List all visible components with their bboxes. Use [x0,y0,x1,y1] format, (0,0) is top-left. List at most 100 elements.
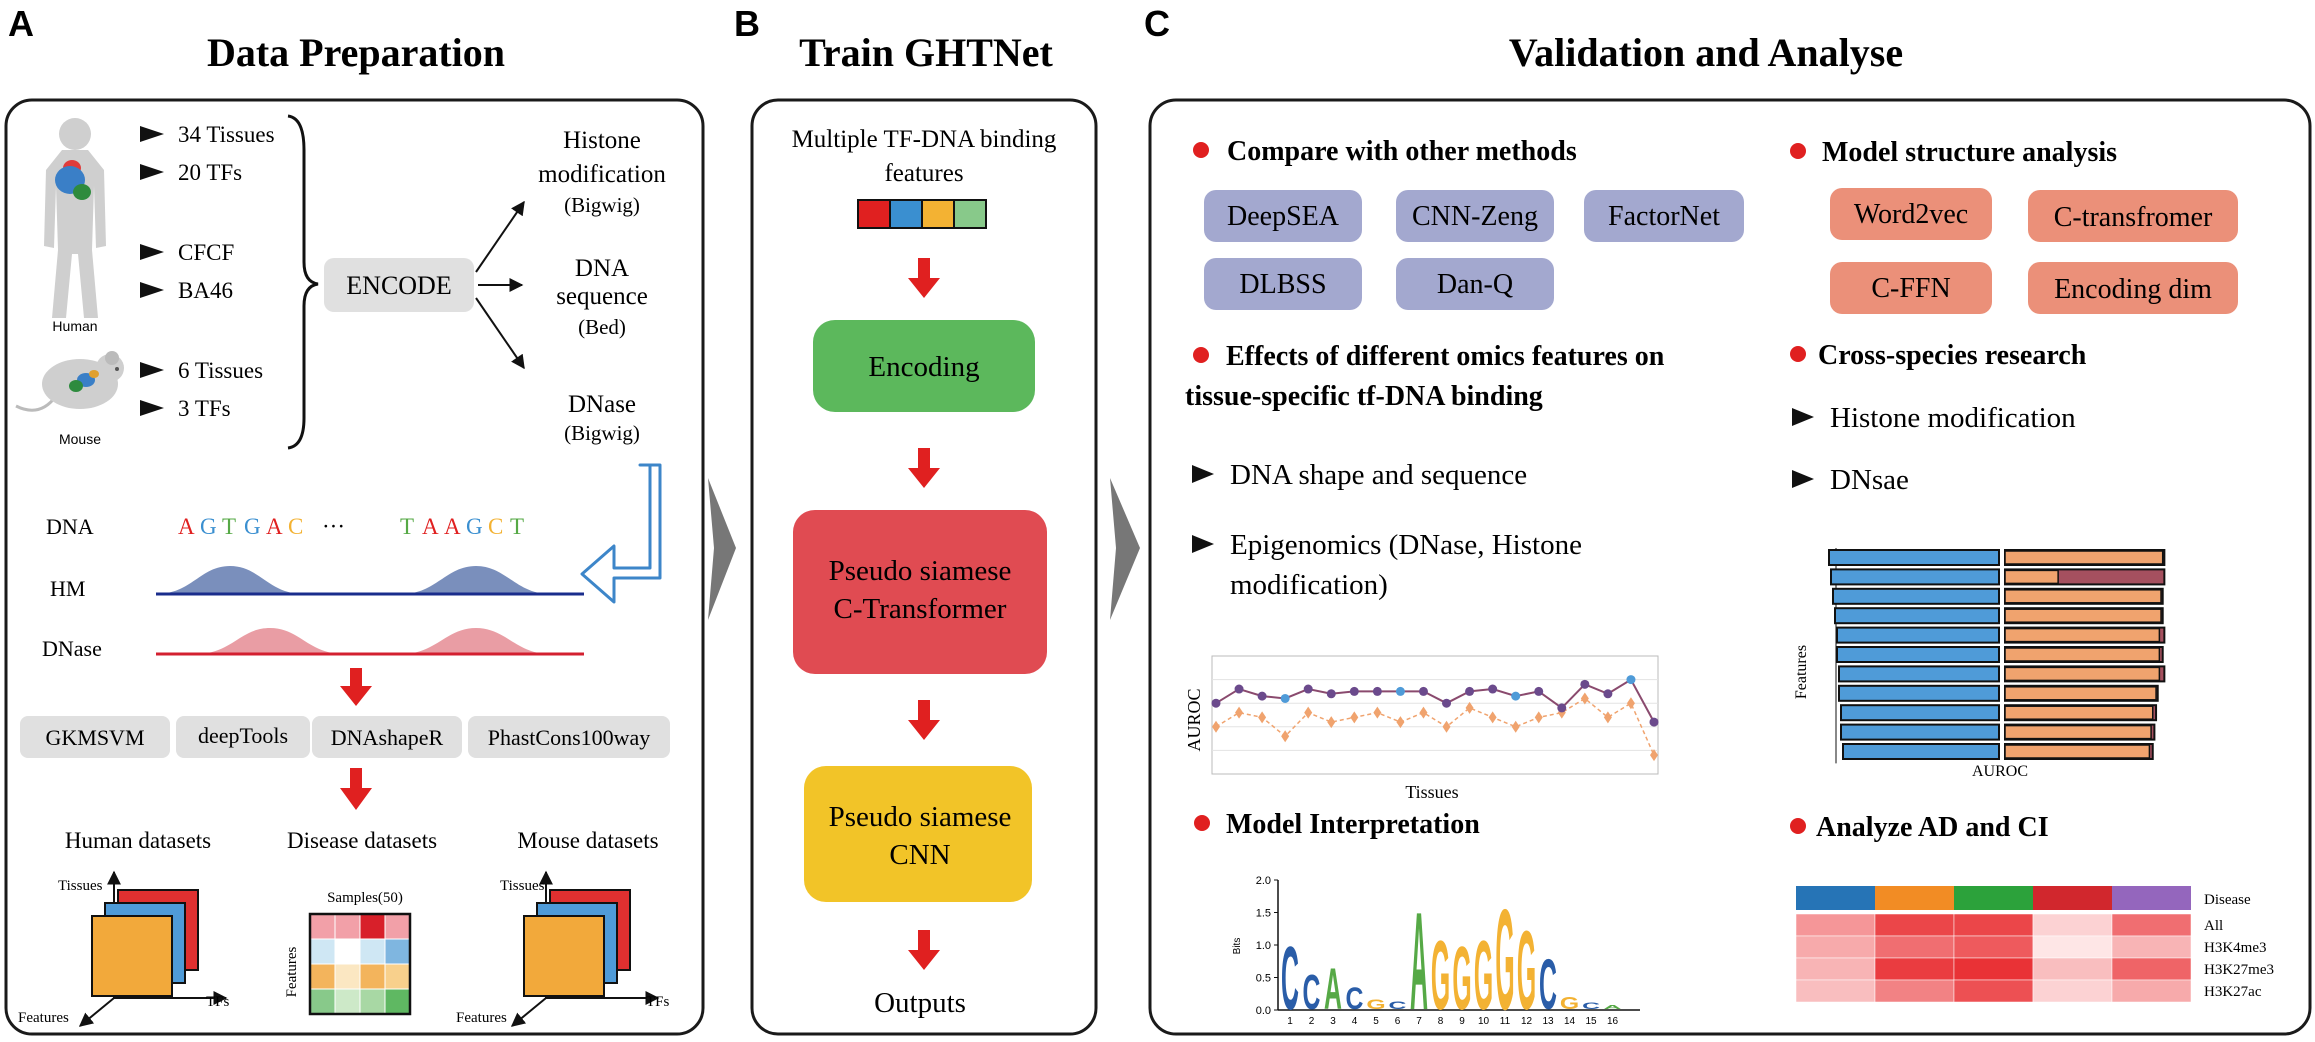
method-pill [1204,258,1362,310]
output-format: (Bed) [578,315,626,339]
line-chart-ylabel: AUROC [1184,688,1204,751]
down-arrow-icon [908,930,940,970]
encode-label: ENCODE [346,271,451,300]
bar-orange [2004,686,2157,701]
logo-letter: C [1303,966,1321,1020]
series-2-point [1327,716,1336,729]
series-1-point [1442,698,1452,708]
logo-letter: A [1324,957,1342,1022]
panel-c-frame [1148,98,2312,1036]
bar-blue [1828,549,2000,566]
heatmap-cell [1795,979,1876,1003]
logo-letter: C [1539,945,1557,1025]
logo-xtick-label: 5 [1373,1016,1379,1027]
output-line: DNase [568,391,636,418]
cross-bullet: Histone modification [1830,402,2076,434]
tool-label: GKMSVM [45,725,144,750]
mouse-figure-icon [15,351,124,412]
bar-blue [1838,665,2000,683]
series-2-point [1580,692,1589,705]
dna-letter: A [178,514,195,539]
series-1-point [1234,684,1244,694]
heatmap-cell [2111,979,2192,1003]
grid-cell [334,988,361,1015]
human-item: 34 Tissues [178,122,275,147]
bar-blue [1830,568,2000,586]
section-heading: Cross-species research [1818,340,2087,371]
bar-blue [1836,646,2000,663]
panel-b: B Train GHTNet Multiple TF-DNA binding f… [734,3,1098,1036]
red-bullet-icon [1194,815,1210,831]
series-1-point [1280,693,1290,703]
logo-letter: A [1604,1004,1622,1010]
series-2-point [1511,720,1520,733]
bullet-arrow-icon [140,362,164,378]
ad-ci-heatmap: Disease All H3K4me3 H3K27me3 H3K27ac [1795,886,2274,1003]
outputs-label: Outputs [874,987,966,1019]
bar-orange [2004,608,2162,623]
track-label-hm: HM [50,576,85,601]
bar-orange [2004,647,2161,662]
bullet-arrow-icon [140,164,164,180]
dna-letter: T [510,514,524,539]
panel-c-title: Validation and Analyse [1509,30,1903,75]
logo-xtick-label: 8 [1438,1016,1444,1027]
output-line: DNA [575,255,629,282]
logo-letter: C [1281,927,1299,1028]
encode-box [324,258,474,312]
bullet-arrow-icon [1792,470,1814,488]
mouse-list: 6 Tissues 3 TFs [140,358,263,421]
bar-orange [2004,627,2161,643]
dataset-title: Mouse datasets [517,828,658,853]
method-pill [1204,190,1362,242]
curly-brace [287,114,319,450]
section-heading: Compare with other methods [1227,136,1577,167]
series-line-2 [1215,697,1655,756]
dna-letter: G [244,514,261,539]
series-2-point [1488,711,1497,724]
down-arrow-icon [908,448,940,488]
bar-orange [2004,744,2151,759]
cross-bullet: DNsae [1830,464,1909,496]
down-arrow-icon [908,700,940,740]
axis-label: TFs [646,994,670,1010]
series-1-point [1603,689,1613,699]
grid-cell [334,938,361,965]
tool-pill [20,716,170,758]
bullet-arrow-icon [1192,535,1214,553]
structure-pills: Word2vec C-transfromer C-FFN Encoding di… [1830,188,2238,314]
samples-label: Samples(50) [327,890,403,906]
logo-letter: C [1389,1000,1407,1012]
disease-color-cell [1954,886,2033,910]
logo-xtick-label: 11 [1500,1016,1511,1027]
series-2-point [1350,711,1359,724]
logo-letter: G [1366,998,1385,1013]
dataset-title: Human datasets [65,828,211,853]
heatmap-cell [1874,979,1955,1003]
disease-color-cell [1875,886,1954,910]
human-item: BA46 [178,278,233,303]
method-pill [1396,258,1554,310]
logo-letter: C [1582,1001,1600,1011]
dna-letter: C [488,514,503,539]
structure-pill [1830,188,1992,240]
bar-blue [1840,704,2000,722]
heatmap-cell [1874,913,1955,937]
heatmap-cell [1874,957,1955,981]
grid-cell [309,988,336,1015]
axis-label: Features [18,1010,69,1026]
series-2-point [1650,749,1658,762]
bar-blue [1840,723,2000,741]
panel-a-title: Data Preparation [207,30,505,75]
heatmap-cell [1953,913,2034,937]
logo-letter: G [1431,921,1450,1031]
mouse-item: 3 TFs [178,396,231,421]
dna-letter: A [266,514,283,539]
logo-ytick-label: 1.0 [1256,940,1271,952]
series-2-point [1212,720,1220,733]
hm-peaks [156,566,550,594]
bullet-arrow-icon [140,244,164,260]
line-chart-xlabel: Tissues [1405,782,1458,802]
logo-xtick-label: 1 [1287,1016,1293,1027]
